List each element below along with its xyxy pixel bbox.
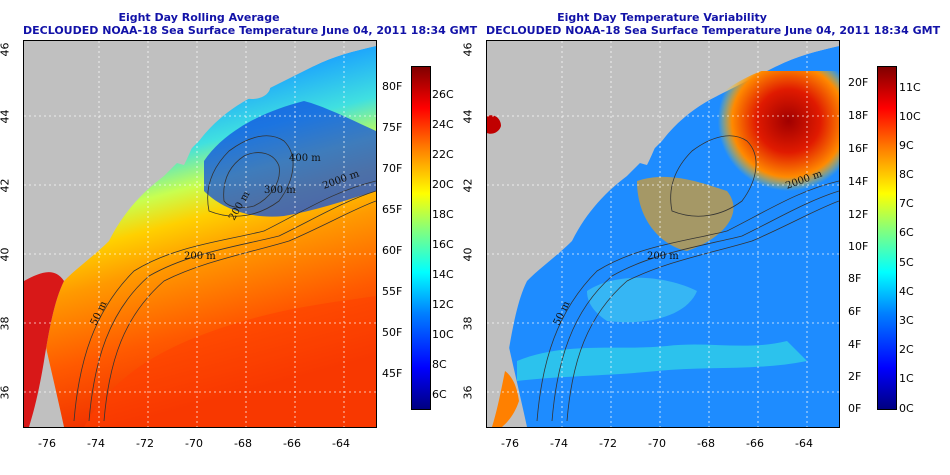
colorbar-c-label: 5C xyxy=(899,256,914,269)
y-tick: 36 xyxy=(0,385,12,400)
colorbar-f-label: 0F xyxy=(848,402,862,415)
y-tick: 44 xyxy=(0,109,12,124)
x-tick: -72 xyxy=(599,437,617,450)
colorbar-f-label: 60F xyxy=(382,244,403,257)
colorbar-c-label: 4C xyxy=(899,285,914,298)
red-patch xyxy=(487,115,501,134)
colorbar-f-label: 50F xyxy=(382,326,403,339)
right-title: Eight Day Temperature Variability xyxy=(557,11,767,24)
y-tick: 46 xyxy=(461,42,475,57)
cyan-patch xyxy=(587,277,697,323)
x-tick: -72 xyxy=(136,437,154,450)
colorbar-c-label: 14C xyxy=(432,268,454,281)
colorbar-f-label: 4F xyxy=(848,338,862,351)
left-subtitle: DECLOUDED NOAA-18 Sea Surface Temperatur… xyxy=(23,24,478,37)
colorbar-f-label: 45F xyxy=(382,367,403,380)
contour-label: 400 m xyxy=(289,153,321,164)
colorbar-c-label: 6C xyxy=(432,388,447,401)
graticule xyxy=(487,41,839,427)
colorbar-c-label: 8C xyxy=(432,358,447,371)
gulf-stream xyxy=(84,296,376,427)
colorbar-f-label: 10F xyxy=(848,240,869,253)
right-colorbar xyxy=(877,66,897,410)
right-map-svg: 2000 m 200 m 50 m xyxy=(487,41,839,427)
colorbar-f-label: 2F xyxy=(848,370,862,383)
colorbar-f-label: 75F xyxy=(382,121,403,134)
colorbar-c-label: 7C xyxy=(899,197,914,210)
colorbar-c-label: 18C xyxy=(432,208,454,221)
left-map: 400 m 300 m 2000 m 200 m 200 m 50 m xyxy=(23,40,377,428)
colorbar-c-label: 3C xyxy=(899,314,914,327)
colorbar-f-label: 16F xyxy=(848,142,869,155)
colorbar-f-label: 65F xyxy=(382,203,403,216)
colorbar-c-label: 6C xyxy=(899,226,914,239)
bathymetry-contours xyxy=(536,135,839,422)
colorbar-c-label: 12C xyxy=(432,298,454,311)
colorbar-f-label: 12F xyxy=(848,208,869,221)
contour-label: 200 m xyxy=(647,251,679,262)
right-subtitle: DECLOUDED NOAA-18 Sea Surface Temperatur… xyxy=(486,24,941,37)
x-tick: -64 xyxy=(332,437,350,450)
colorbar-c-label: 8C xyxy=(899,168,914,181)
colorbar-f-label: 55F xyxy=(382,285,403,298)
graticule xyxy=(24,41,376,427)
island xyxy=(229,78,271,99)
colorbar-c-label: 11C xyxy=(899,81,921,94)
x-tick: -70 xyxy=(185,437,203,450)
colorbar-c-label: 22C xyxy=(432,148,454,161)
colorbar-c-label: 16C xyxy=(432,238,454,251)
colorbar-c-label: 1C xyxy=(899,372,914,385)
coastal-water xyxy=(24,272,64,427)
left-colorbar xyxy=(411,66,431,410)
x-tick: -74 xyxy=(550,437,568,450)
x-tick: -76 xyxy=(38,437,56,450)
x-tick: -66 xyxy=(283,437,301,450)
right-map: 2000 m 200 m 50 m xyxy=(486,40,840,428)
x-tick: -70 xyxy=(648,437,666,450)
y-tick: 38 xyxy=(461,316,475,331)
y-tick: 40 xyxy=(0,247,12,262)
colorbar-c-label: 2C xyxy=(899,343,914,356)
colorbar-f-label: 20F xyxy=(848,76,869,89)
x-tick: -64 xyxy=(795,437,813,450)
cyan-band xyxy=(517,341,807,381)
colorbar-f-label: 80F xyxy=(382,80,403,93)
colorbar-c-label: 10C xyxy=(432,328,454,341)
coastal-variability xyxy=(492,371,519,427)
colorbar-c-label: 9C xyxy=(899,139,914,152)
y-tick: 42 xyxy=(0,178,12,193)
colorbar-c-label: 20C xyxy=(432,178,454,191)
y-tick: 40 xyxy=(461,247,475,262)
x-tick: -76 xyxy=(501,437,519,450)
y-tick: 38 xyxy=(0,316,12,331)
colorbar-f-label: 8F xyxy=(848,272,862,285)
y-tick: 46 xyxy=(0,42,12,57)
left-title: Eight Day Rolling Average xyxy=(118,11,280,24)
bathymetry-contours xyxy=(73,135,376,422)
colorbar-f-label: 6F xyxy=(848,305,862,318)
land-mass xyxy=(24,41,376,427)
colorbar-f-label: 14F xyxy=(848,175,869,188)
x-tick: -68 xyxy=(234,437,252,450)
colorbar-f-label: 70F xyxy=(382,162,403,175)
colorbar-c-label: 24C xyxy=(432,118,454,131)
y-tick: 44 xyxy=(461,109,475,124)
y-tick: 42 xyxy=(461,178,475,193)
contour-label: 200 m xyxy=(184,251,216,262)
colorbar-c-label: 10C xyxy=(899,110,921,123)
y-tick: 36 xyxy=(461,385,475,400)
x-tick: -66 xyxy=(746,437,764,450)
gulf-of-maine xyxy=(204,101,376,217)
colorbar-f-label: 18F xyxy=(848,109,869,122)
colorbar-c-label: 0C xyxy=(899,402,914,415)
x-tick: -68 xyxy=(697,437,715,450)
left-map-svg: 400 m 300 m 2000 m 200 m 200 m 50 m xyxy=(24,41,376,427)
land-mass xyxy=(487,41,839,427)
x-tick: -74 xyxy=(87,437,105,450)
contour-label: 300 m xyxy=(264,185,296,196)
colorbar-c-label: 26C xyxy=(432,88,454,101)
